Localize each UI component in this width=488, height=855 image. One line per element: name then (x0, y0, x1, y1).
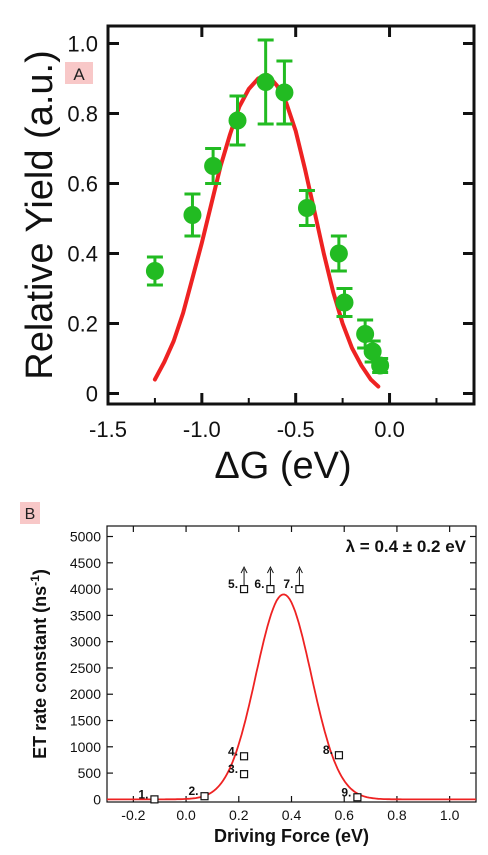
data-point (266, 584, 275, 594)
y-axis-label: ET rate constant (ns-1) (28, 569, 50, 759)
data-point-label: 7. (283, 577, 293, 591)
x-tick-label: 0.8 (387, 807, 407, 823)
y-tick-label: 0 (93, 791, 101, 807)
panel-label-background (20, 502, 40, 524)
data-point (150, 795, 159, 804)
plot-frame (106, 24, 476, 406)
data-point (275, 83, 294, 102)
y-tick-label: 3500 (70, 607, 101, 623)
data-point (353, 793, 362, 802)
data-point (183, 206, 202, 224)
lower-bound-arrowhead (240, 565, 248, 574)
data-point (329, 244, 348, 263)
data-point (239, 752, 249, 761)
x-tick-label: 0.2 (229, 807, 249, 823)
y-tick-label: 2000 (70, 686, 101, 702)
panel-a-chart: -1.5 -1.0 -0.5 0.0 0 0.2 0.4 0.6 0.8 1.0 ΔG (eV) Re… (19, 24, 476, 487)
x-tick-label: 0.0 (176, 807, 196, 823)
y-tick-label: 4500 (70, 555, 101, 571)
y-axis-label-text: ET rate constant (ns (30, 586, 50, 759)
data-point (239, 584, 249, 594)
data-point (200, 792, 209, 801)
panel-label: B (25, 506, 36, 523)
y-tick-label: 1000 (70, 739, 101, 755)
x-axis-label: Driving Force (eV) (214, 826, 369, 846)
y-tick-label: 0.4 (67, 242, 98, 267)
lower-bound-arrowhead (266, 565, 274, 574)
y-tick-label: 0.8 (67, 102, 98, 127)
data-point (297, 199, 316, 217)
data-point-label: 5. (228, 577, 238, 591)
data-point (228, 111, 247, 130)
y-tick-label: 4000 (70, 581, 101, 597)
x-tick-label: -0.2 (121, 807, 145, 823)
data-point (204, 157, 223, 175)
data-point-label: 6. (254, 577, 264, 591)
data-point (295, 584, 304, 594)
y-tick-label: 5000 (70, 529, 101, 545)
x-tick-label: 0.6 (334, 807, 354, 823)
data-point-label: 9. (341, 785, 351, 799)
x-tick-label: 0.0 (374, 417, 405, 442)
lambda-annotation: λ = 0.4 ± 0.2 eV (346, 537, 467, 556)
data-point (371, 356, 390, 375)
x-tick-label: 0.4 (282, 807, 302, 823)
y-tick-label: 0.2 (67, 312, 98, 337)
y-tick-label: 1500 (70, 713, 101, 729)
x-axis-label: ΔG (eV) (214, 445, 351, 487)
y-tick-label: 0 (86, 382, 98, 407)
y-axis-label: Relative Yield (a.u.) (19, 50, 61, 380)
x-tick-label: 1.0 (440, 807, 460, 823)
panel-label: A (73, 65, 85, 84)
plot-frame (106, 525, 477, 803)
x-tick-label: -0.5 (277, 417, 315, 442)
y-tick-label: 500 (78, 765, 102, 781)
data-point-label: 8. (323, 743, 333, 757)
x-tick-label: -1.0 (183, 417, 221, 442)
y-tick-label: 3000 (70, 634, 101, 650)
data-point (256, 73, 275, 91)
panel-b-chart: -0.2 0.0 0.2 0.4 0.6 0.8 1.0 0 500 1000 1500 2000 25… (20, 502, 477, 846)
y-tick-label: 1.0 (67, 32, 98, 57)
y-axis-label-close: ) (30, 569, 50, 575)
data-point-label: 3. (228, 762, 238, 776)
lower-bound-arrowhead (295, 565, 303, 574)
data-point (363, 342, 382, 361)
data-point (335, 293, 354, 312)
y-axis-label-superscript: -1 (28, 575, 42, 586)
y-tick-label: 2500 (70, 660, 101, 676)
data-point-label: 1. (138, 787, 148, 801)
data-point (239, 770, 249, 779)
data-point (356, 325, 375, 343)
x-tick-label: -1.5 (89, 417, 127, 442)
data-point (334, 751, 344, 760)
panel-label-background (65, 62, 93, 84)
fit-curve (107, 593, 476, 801)
y-tick-label: 0.6 (67, 172, 98, 197)
data-point-label: 2. (189, 784, 199, 798)
data-point (145, 262, 164, 280)
data-point-label: 4. (228, 744, 238, 758)
